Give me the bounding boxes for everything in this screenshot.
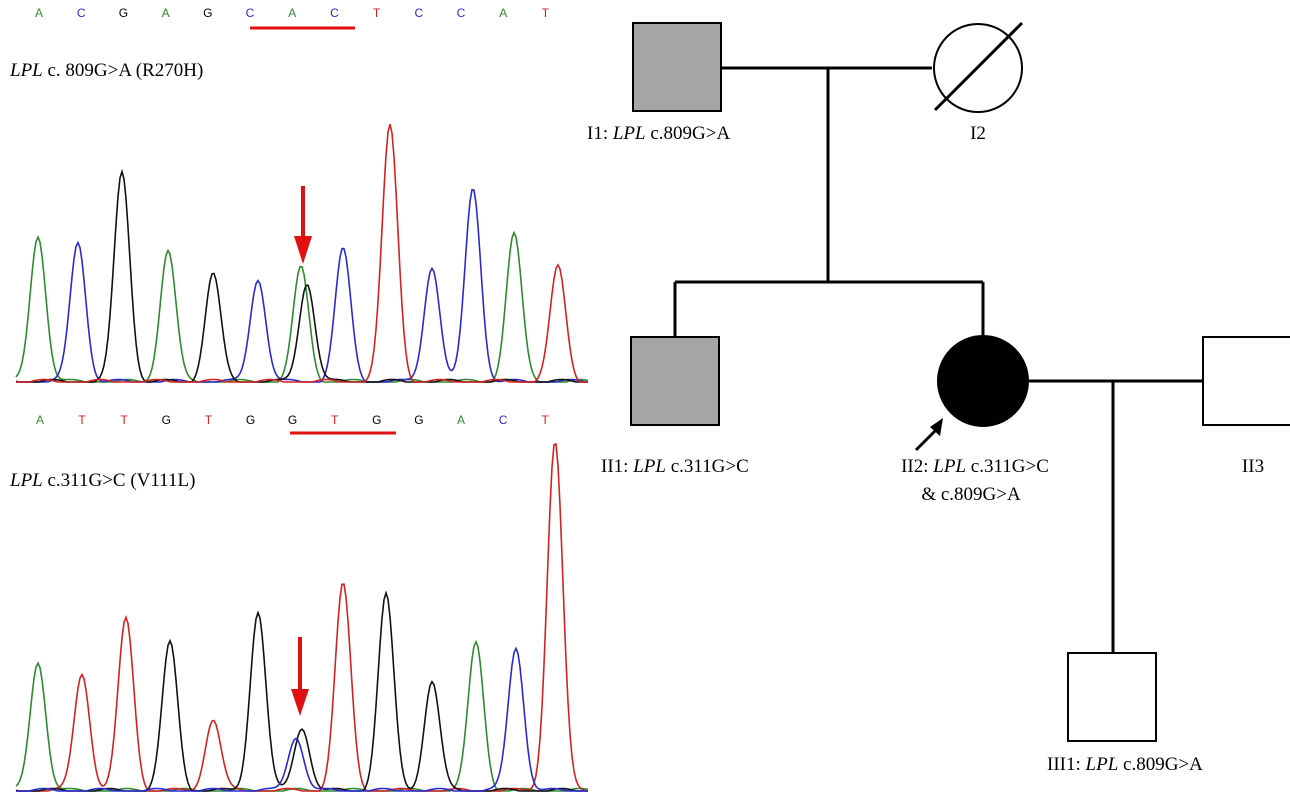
trace-a-trace-2: [16, 168, 588, 383]
seq-b-base-6: G: [288, 413, 297, 427]
trace-b-trace-0: [15, 639, 589, 792]
seq-a-base-1: C: [77, 6, 86, 20]
seq-b-base-9: G: [414, 413, 423, 427]
individual-III1: [1067, 652, 1157, 742]
mutation-label-a: LPL c. 809G>A (R270H): [9, 60, 203, 81]
deceased-slash: [933, 21, 1024, 112]
seq-a-base-11: A: [499, 6, 507, 20]
individual-I1: [632, 22, 722, 112]
proband-arrow-icon: [914, 418, 943, 452]
arrow-a-icon: [294, 186, 312, 264]
seq-a-base-9: C: [414, 6, 423, 20]
seq-a-base-2: G: [119, 6, 128, 20]
seq-a-base-12: T: [542, 6, 550, 20]
label-I2: I2: [970, 123, 986, 144]
seq-b-base-12: T: [542, 413, 550, 427]
trace-b-trace-2: [16, 590, 588, 792]
label-II2: II2: LPL c.311G>C: [901, 456, 1049, 477]
seq-b-base-2: T: [121, 413, 129, 427]
seq-b-base-5: G: [246, 413, 255, 427]
trace-b: [15, 442, 589, 792]
seq-a-base-5: C: [246, 6, 255, 20]
pedigree: [630, 21, 1290, 742]
label-II3: II3: [1242, 456, 1264, 477]
seq-b-base-0: A: [36, 413, 44, 427]
seq-a-base-3: A: [162, 6, 170, 20]
trace-b-trace-1: [15, 442, 588, 792]
seq-a-base-6: A: [288, 6, 296, 20]
label-II2-line2: & c.809G>A: [921, 484, 1021, 505]
trace-a-trace-3: [16, 124, 588, 383]
individual-II2: [937, 335, 1029, 427]
seq-b-base-1: T: [78, 413, 86, 427]
chromatogram-b: A T T G T G G T G G A C T LPL c.311G>C (V111L): [9, 413, 589, 792]
label-I1: I1: LPL c.809G>A: [587, 123, 730, 144]
trace-b-trace-3: [16, 646, 588, 792]
seq-b-base-3: G: [162, 413, 171, 427]
trace-a: [15, 124, 589, 383]
seq-a-base-0: A: [35, 6, 43, 20]
seq-b-base-7: T: [331, 413, 339, 427]
seq-a-base-8: T: [373, 6, 381, 20]
arrow-b-icon: [291, 637, 309, 716]
seq-b-base-11: C: [499, 413, 508, 427]
seq-b-base-8: G: [372, 413, 381, 427]
individual-II3: [1202, 336, 1290, 426]
seq-a-base-10: C: [457, 6, 466, 20]
individual-II1: [630, 336, 720, 426]
label-III1: III1: LPL c.809G>A: [1047, 754, 1203, 775]
chromatogram-a: A C G A G C A C T C C A T LPL c. 809G>A (R270H): [9, 6, 589, 383]
seq-b-base-4: T: [205, 413, 213, 427]
seq-a-base-7: C: [330, 6, 339, 20]
seq-a-base-4: G: [203, 6, 212, 20]
mutation-label-b: LPL c.311G>C (V111L): [9, 470, 195, 491]
label-II1: II1: LPL c.311G>C: [601, 456, 749, 477]
seq-b-base-10: A: [457, 413, 465, 427]
